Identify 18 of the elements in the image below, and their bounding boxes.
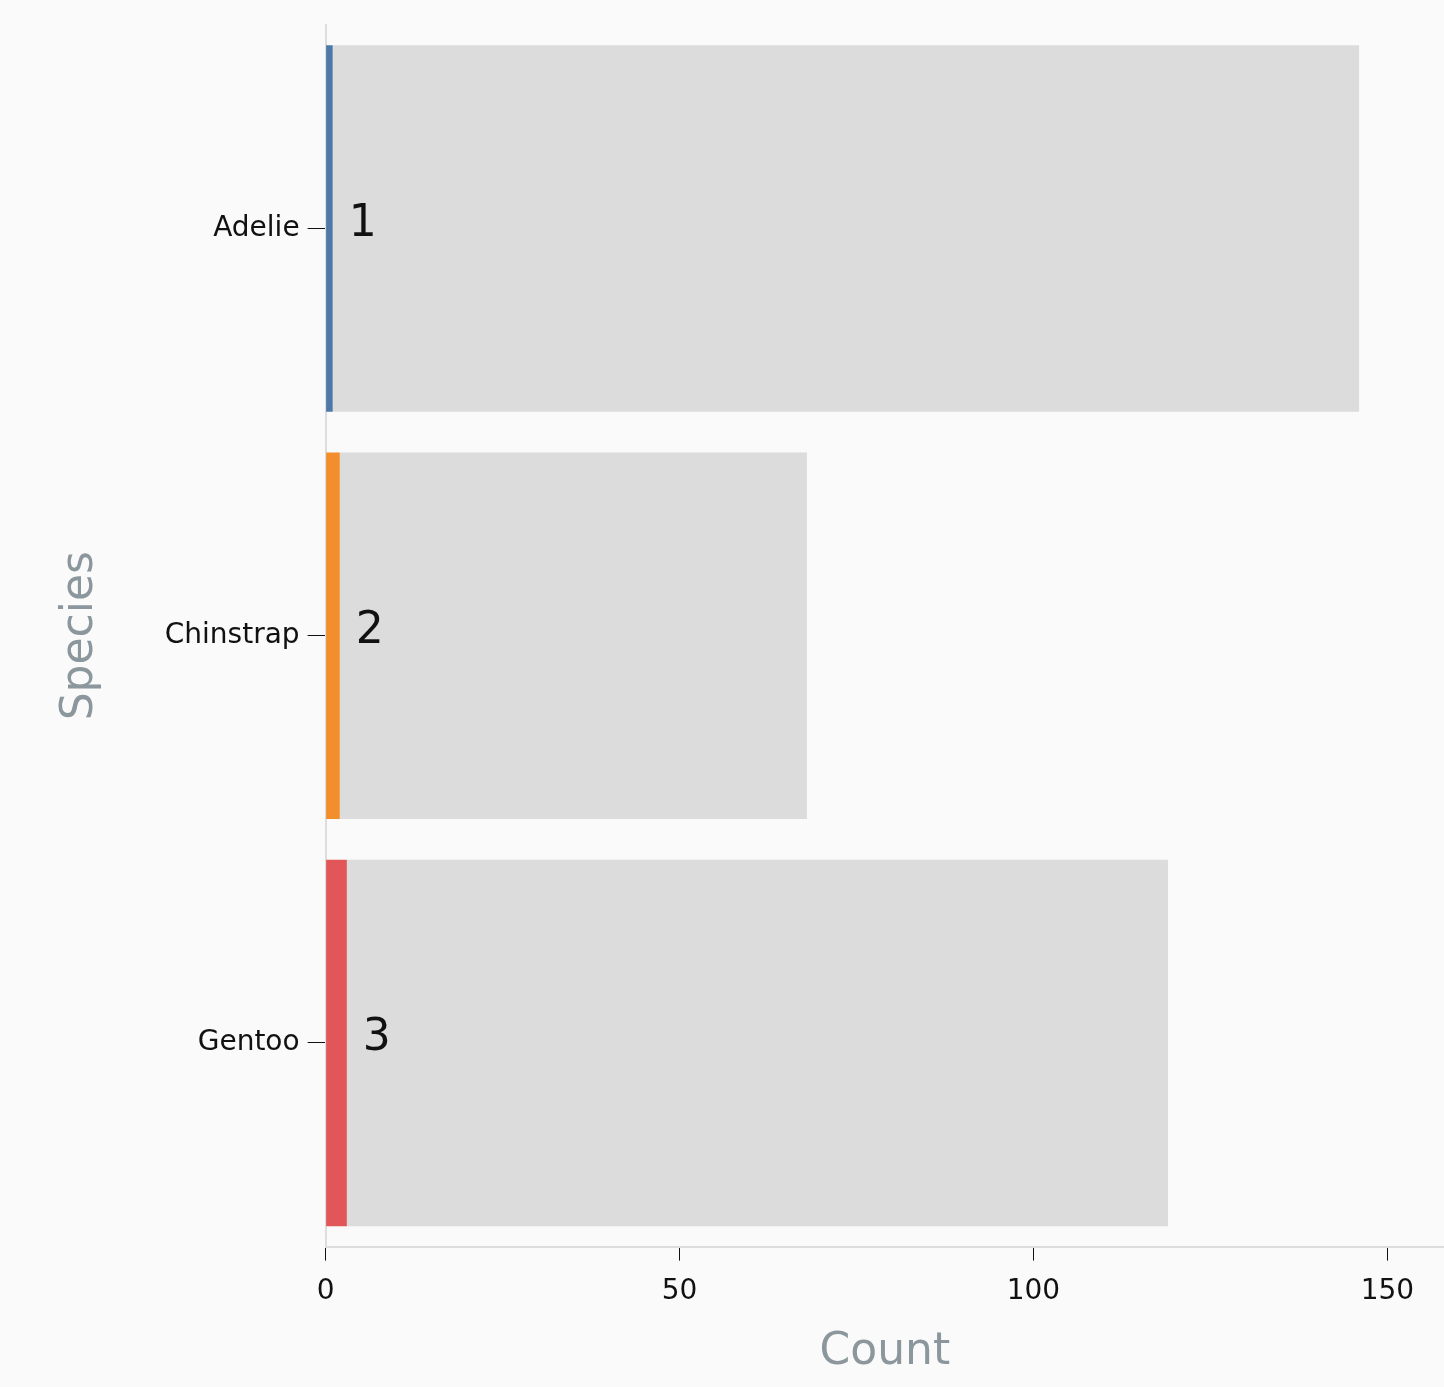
data-label: 2 (355, 602, 384, 654)
data-label: 1 (348, 194, 377, 246)
x-axis-title: Count (819, 1323, 951, 1375)
bar (326, 859, 347, 1227)
x-tick-label: 0 (316, 1272, 335, 1306)
bar (326, 452, 340, 819)
data-label: 3 (362, 1009, 391, 1061)
bar (346, 859, 1168, 1227)
x-tick-label: 50 (661, 1272, 698, 1306)
x-tick-label: 150 (1360, 1272, 1415, 1306)
x-tick-label: 100 (1006, 1272, 1061, 1306)
y-axis-title: Species (50, 551, 102, 721)
y-tick-label: Adelie (213, 209, 300, 243)
bar (326, 45, 333, 412)
bar (339, 452, 807, 819)
bar (332, 45, 1360, 412)
y-tick-label: Chinstrap (164, 616, 300, 650)
y-tick-label: Gentoo (197, 1024, 300, 1058)
